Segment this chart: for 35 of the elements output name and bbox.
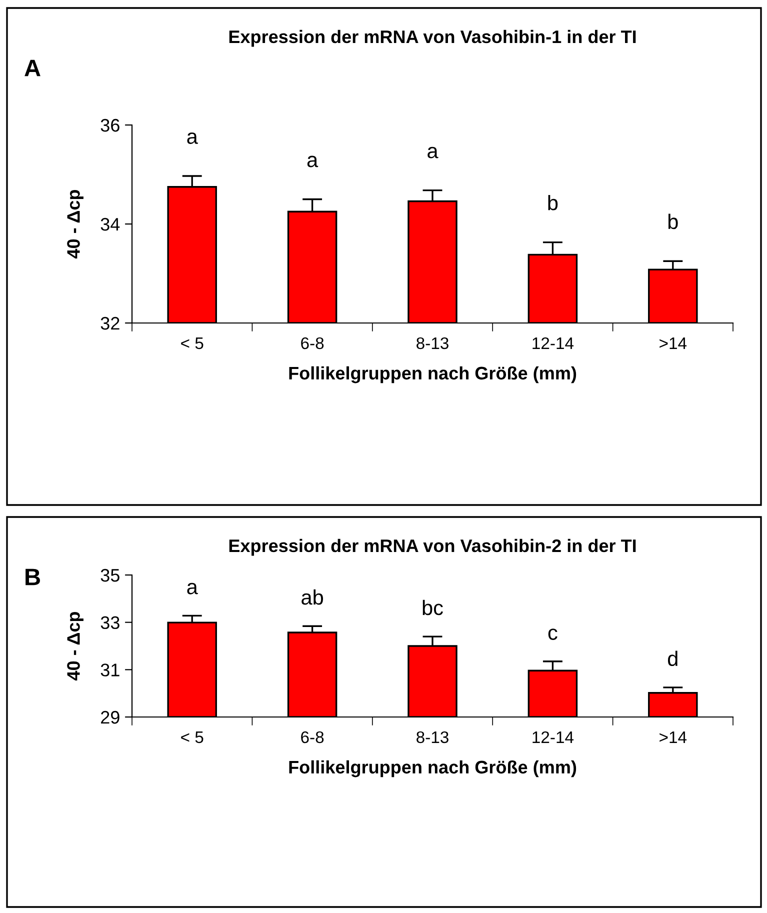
x-tick-label: >14	[660, 732, 687, 743]
x-tick-label: 8-13	[416, 731, 448, 744]
x-tick-label: 12-14	[532, 731, 574, 743]
text: A	[24, 60, 40, 76]
annotation: a	[428, 146, 438, 158]
text: B	[26, 568, 40, 586]
annotation: a	[307, 156, 318, 168]
annotation: ab	[302, 589, 324, 605]
y-tick-label: 31	[100, 664, 120, 676]
x-tick-label: < 5	[181, 732, 204, 744]
x-axis-title: Follikelgruppen nach Größe (mm)	[289, 760, 576, 778]
chart-title: Expression der mRNA von Vasohibin-1 in der TI	[229, 30, 636, 47]
x-tick-label: 6-8	[301, 337, 324, 350]
x-tick-label: 6-8	[301, 731, 324, 744]
x-tick-label: >14	[660, 338, 687, 349]
y-tick-label: 32	[100, 316, 120, 330]
y-axis-title: 40 - Δcp	[67, 612, 84, 680]
y-tick-label: 34	[100, 218, 120, 231]
x-tick-label: 8-13	[416, 337, 448, 350]
annotation: a	[187, 132, 198, 144]
x-tick-label: < 5	[181, 338, 204, 350]
annotation: c	[548, 628, 558, 640]
annotation: a	[187, 582, 198, 594]
x-tick-label: 12-14	[532, 337, 574, 349]
x-axis-title: Follikelgruppen nach Größe (mm)	[289, 366, 576, 384]
y-tick-label: 29	[101, 710, 120, 724]
annotation: d	[668, 650, 678, 666]
y-tick-label: 33	[100, 616, 120, 630]
annotation: b	[548, 194, 558, 210]
annotation: b	[668, 214, 678, 230]
y-axis-title: 40 - Δcp	[67, 190, 84, 258]
chart-title: Expression der mRNA von Vasohibin-2 in der TI	[229, 538, 636, 556]
y-tick-label: 36	[100, 118, 120, 132]
annotation: bc	[422, 600, 443, 616]
y-tick-label: 35	[100, 568, 120, 582]
